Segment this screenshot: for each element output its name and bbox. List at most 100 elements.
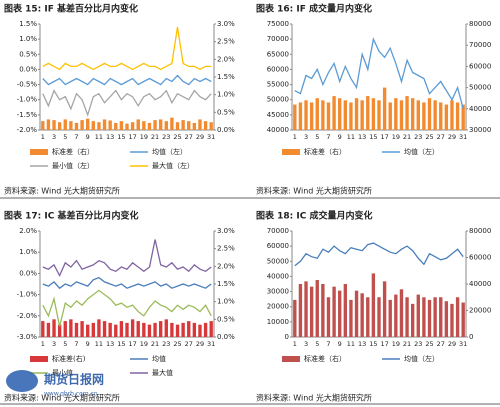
y2-tick-label: 60000 (469, 254, 491, 262)
x-tick-label: 15 (117, 133, 125, 141)
bar (187, 321, 191, 337)
x-tick-label: 13 (358, 340, 366, 348)
x-tick-label: 19 (140, 340, 148, 348)
legend-swatch (282, 149, 300, 155)
x-tick-label: 9 (338, 133, 342, 141)
line (294, 36, 464, 109)
bar (349, 299, 353, 337)
bar (360, 293, 364, 337)
y2-tick-label: 50000 (469, 84, 491, 92)
bar (170, 117, 174, 130)
bar (130, 319, 135, 337)
legend-label: 标准差（右） (304, 147, 346, 156)
bar (433, 297, 437, 337)
bar (394, 294, 398, 337)
bar (142, 322, 146, 337)
x-tick-label: 3 (52, 133, 56, 141)
y-tick-label: 1.0% (19, 248, 37, 256)
bar (91, 322, 96, 337)
bar (444, 301, 449, 337)
x-tick-label: 7 (326, 340, 330, 348)
bar (203, 121, 208, 130)
y2-tick-label: 30000 (469, 126, 491, 134)
bar (416, 100, 420, 130)
y2-tick-label: 0 (469, 333, 473, 341)
y-tick-label: 45000 (267, 111, 289, 119)
x-tick-label: 9 (86, 340, 90, 348)
x-tick-label: 25 (173, 340, 181, 348)
y-tick-label: 40000 (267, 126, 289, 134)
bar (175, 122, 180, 130)
y2-tick-label: 60000 (469, 62, 491, 70)
bar (130, 122, 135, 130)
legend-label: 标准差（右） (52, 147, 94, 156)
chart-title: 图表 15: IF 基差百分比月内变化 (4, 3, 138, 15)
y-tick-label: 50000 (267, 96, 289, 104)
bar (315, 98, 319, 130)
x-tick-label: 25 (425, 340, 433, 348)
legend-label: 最大值 (152, 368, 173, 377)
x-tick-label: 17 (380, 133, 388, 141)
bar (209, 321, 213, 337)
x-tick-label: 1 (41, 340, 45, 348)
bar (74, 122, 79, 130)
bar (153, 120, 157, 130)
y2-tick-label: 1.0% (217, 91, 235, 99)
bar (80, 120, 84, 130)
line (42, 276, 212, 290)
legend-label: 标准差(右) (52, 354, 86, 363)
x-tick-label: 7 (74, 340, 78, 348)
bar (69, 121, 73, 130)
x-tick-label: 17 (380, 340, 388, 348)
legend-label: 均值 (152, 354, 166, 363)
bar (461, 302, 465, 337)
x-tick-label: 1 (293, 133, 297, 141)
bar (354, 290, 359, 337)
x-tick-label: 9 (86, 133, 90, 141)
x-tick-label: 23 (162, 133, 170, 141)
bar (203, 322, 208, 337)
bar (108, 322, 112, 337)
bar (119, 121, 124, 130)
legend-swatch (30, 149, 48, 155)
bar (142, 121, 146, 130)
x-tick-label: 23 (414, 340, 422, 348)
bar (343, 100, 348, 130)
bar (86, 324, 90, 337)
bar (377, 297, 381, 337)
x-tick-label: 29 (448, 340, 456, 348)
bar (338, 290, 342, 337)
x-tick-label: 3 (304, 340, 308, 348)
bar (41, 321, 45, 337)
y2-tick-label: 0.0% (217, 126, 235, 134)
bar (57, 324, 62, 337)
y-tick-label: 60000 (267, 242, 289, 250)
y-tick-label: 60000 (267, 65, 289, 73)
bar (422, 297, 426, 337)
x-tick-label: 9 (338, 340, 342, 348)
y-tick-label: 2.0% (19, 227, 37, 235)
bar (46, 119, 51, 130)
bar (114, 324, 118, 337)
x-tick-label: 19 (140, 133, 148, 141)
y-tick-label: -1.0% (17, 291, 38, 299)
bar (332, 96, 336, 130)
x-tick-label: 5 (315, 340, 319, 348)
bar (91, 121, 96, 130)
x-tick-label: 29 (448, 133, 456, 141)
y-tick-label: 55000 (267, 81, 289, 89)
x-tick-label: 31 (207, 133, 215, 141)
y-tick-label: -3.0% (17, 333, 38, 341)
bar (399, 289, 404, 337)
bar (422, 102, 426, 130)
x-tick-label: 3 (52, 340, 56, 348)
bar (450, 100, 454, 130)
y-tick-label: 0.0% (19, 65, 37, 73)
bar (164, 121, 168, 130)
x-tick-label: 7 (326, 133, 330, 141)
bar (360, 100, 364, 130)
bar (108, 120, 112, 130)
bar (427, 98, 432, 130)
bar (304, 281, 308, 337)
